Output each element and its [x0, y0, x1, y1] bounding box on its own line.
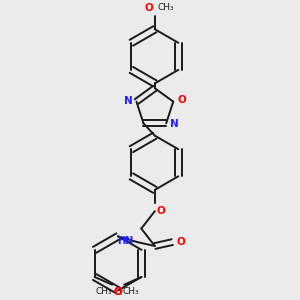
Text: CH₃: CH₃	[123, 287, 139, 296]
Text: N: N	[170, 119, 179, 129]
Text: HN: HN	[117, 236, 134, 246]
Text: O: O	[176, 237, 185, 247]
Text: O: O	[113, 286, 122, 297]
Text: O: O	[114, 286, 123, 297]
Text: O: O	[157, 206, 166, 216]
Text: O: O	[177, 95, 186, 105]
Text: CH₃: CH₃	[96, 287, 112, 296]
Text: O: O	[144, 3, 153, 13]
Text: CH₃: CH₃	[158, 3, 174, 12]
Text: N: N	[124, 96, 133, 106]
